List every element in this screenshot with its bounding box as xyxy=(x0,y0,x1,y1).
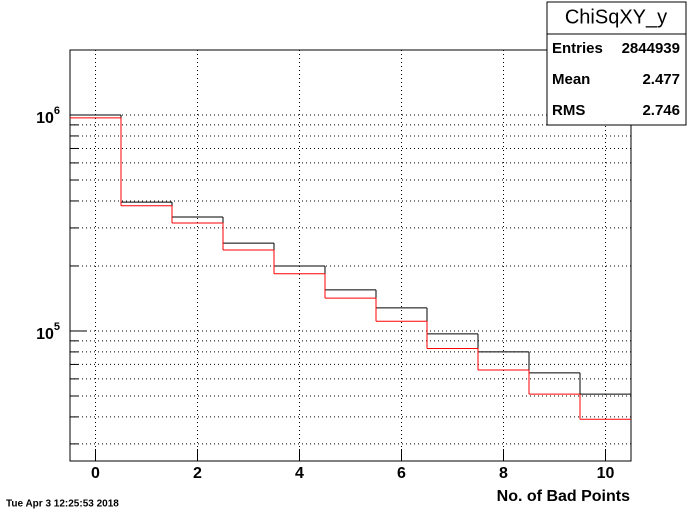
y-tick-label: 105 xyxy=(36,321,60,343)
stats-value: 2844939 xyxy=(622,40,680,57)
stats-key: Mean xyxy=(552,71,590,88)
stats-title: ChiSqXY_y xyxy=(565,6,667,28)
stats-key: Entries xyxy=(552,40,603,57)
y-tick-base: 10 xyxy=(36,326,54,343)
x-axis-label: No. of Bad Points xyxy=(497,488,630,505)
stats-value: 2.477 xyxy=(642,71,680,88)
stats-box: ChiSqXY_y Entries 2844939 Mean 2.477 RMS… xyxy=(546,1,687,126)
x-tick-label: 10 xyxy=(597,465,615,482)
x-tick-label: 8 xyxy=(499,465,508,482)
stats-value: 2.746 xyxy=(642,102,680,119)
x-tick-label: 4 xyxy=(295,465,304,482)
x-tick-label: 6 xyxy=(397,465,406,482)
y-tick-base: 10 xyxy=(36,110,54,127)
stats-key: RMS xyxy=(552,102,585,119)
y-tick-exponent: 5 xyxy=(54,321,60,333)
y-tick-exponent: 6 xyxy=(54,105,60,117)
x-tick-label: 2 xyxy=(193,465,202,482)
timestamp: Tue Apr 3 12:25:53 2018 xyxy=(6,499,119,510)
stats-frame xyxy=(546,1,687,126)
y-tick-label: 106 xyxy=(36,105,60,127)
x-tick-label: 0 xyxy=(91,465,100,482)
frame xyxy=(69,49,632,462)
